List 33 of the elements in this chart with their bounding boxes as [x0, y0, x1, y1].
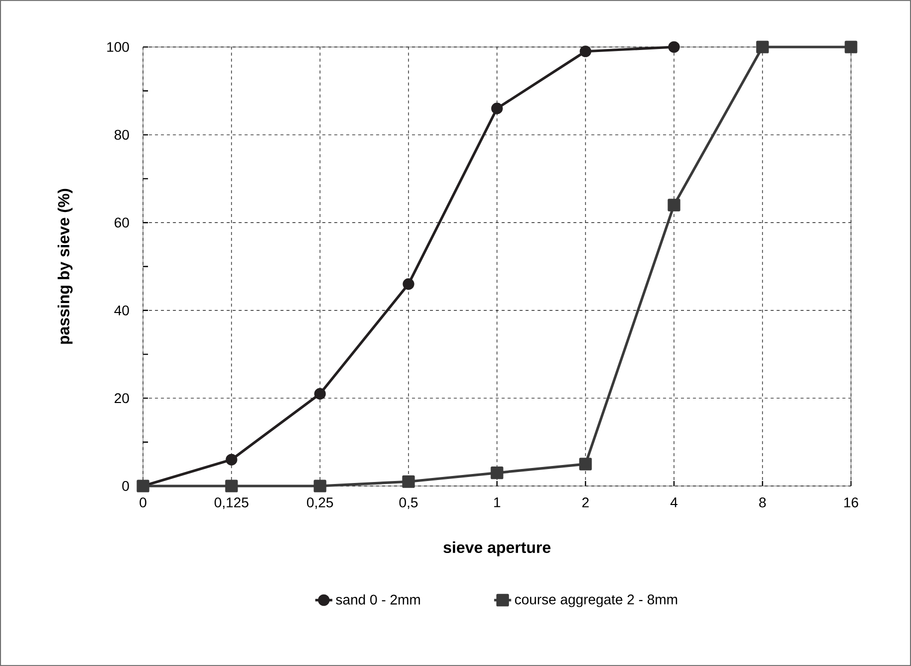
point: [668, 41, 680, 53]
point: [844, 40, 858, 54]
x-axis-title: sieve aperture: [444, 541, 550, 556]
legend-label: sand 0 - 2mm: [336, 594, 420, 605]
point: [668, 198, 680, 212]
legend-label: course aggregate 2 - 8mm: [515, 594, 678, 608]
point: [579, 458, 592, 470]
x-tick-label: 2: [582, 498, 589, 508]
x-tick-label: 1: [494, 498, 500, 508]
y-tick-label: 20: [114, 393, 129, 404]
y-axis-title: passing by sieve (%): [58, 188, 73, 344]
point: [225, 480, 238, 492]
y-tick-label: 40: [114, 305, 129, 316]
y-tick-label: 0: [122, 481, 129, 491]
point: [314, 388, 326, 400]
x-tick-label: 16: [844, 498, 858, 508]
y-tick-label: 100: [107, 42, 129, 52]
point: [490, 466, 504, 480]
x-tick-label: 0,5: [399, 498, 418, 510]
x-tick-label: 0: [140, 498, 146, 508]
point: [491, 102, 503, 114]
x-tick-label: 0,25: [306, 498, 333, 510]
point: [226, 454, 238, 466]
x-tick-label: 4: [670, 498, 678, 508]
y-tick-label: 80: [114, 130, 129, 140]
point: [402, 278, 414, 290]
point: [756, 40, 769, 54]
x-tick-label: 0,125: [214, 498, 248, 510]
x-tick-label: 8: [759, 498, 766, 508]
point: [314, 480, 326, 492]
y-tick-label: 60: [114, 218, 129, 228]
point: [402, 475, 415, 488]
point: [580, 46, 592, 58]
